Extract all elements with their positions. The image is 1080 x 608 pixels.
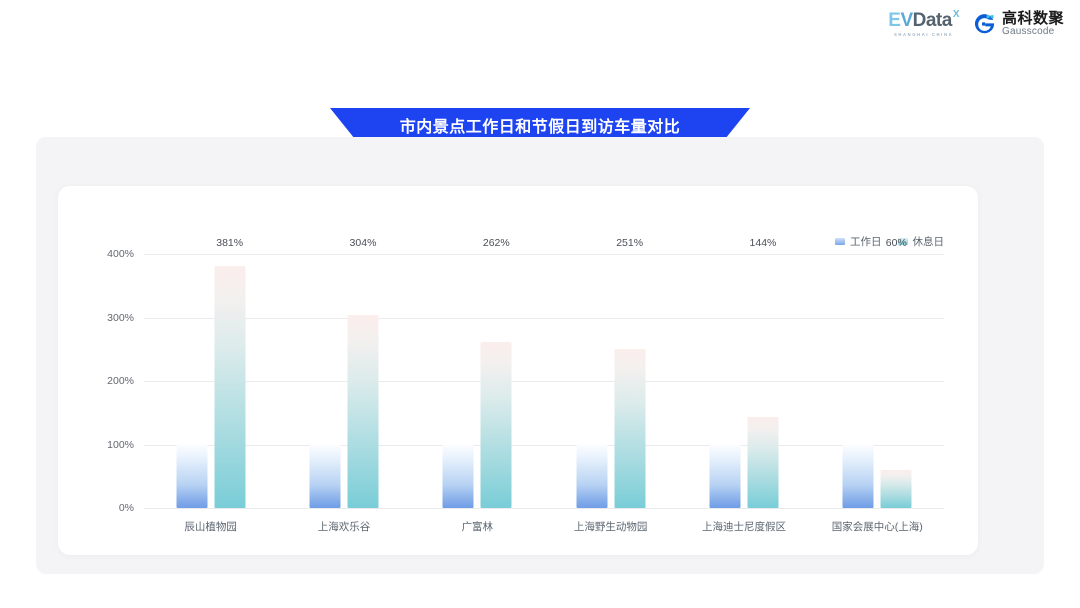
bar-group: 304% 上海欢乐谷 [277, 237, 410, 533]
bar-value-label: 304% [349, 237, 377, 249]
legend-item-1[interactable]: 工作日 [835, 234, 882, 249]
y-axis-tick-label: 300% [107, 311, 134, 324]
legend-swatch-icon [897, 238, 908, 245]
bar-column: 60% [880, 237, 912, 508]
g-circle-icon [973, 13, 996, 36]
gridline: 0% [119, 502, 944, 514]
x-axis-category-label: 上海野生动物园 [573, 521, 648, 533]
legend-swatch-icon [835, 238, 845, 245]
bar-restday[interactable]: 251% [614, 237, 646, 508]
logo-group: E V Data X SHANGHAI CHINA 高科数聚 Gausscode [888, 9, 1064, 38]
bar-weekday[interactable] [442, 444, 474, 508]
bar-weekday[interactable] [709, 444, 741, 508]
bar-pair: 251% [576, 237, 646, 508]
bar-column: 381% [214, 237, 246, 508]
evdata-letter-e: E [888, 10, 901, 32]
bar-column [176, 254, 208, 508]
bar-restday[interactable]: 262% [480, 237, 512, 508]
gridline: 300% [107, 312, 944, 324]
page-header: E V Data X SHANGHAI CHINA 高科数聚 Gausscode [0, 0, 1080, 56]
gridline: 100% [107, 439, 944, 451]
chart-card: 工作日 休息日 0% 100% 200% 300% 400% 381% 辰山植物园 304% 上… [58, 186, 978, 555]
bar-restday[interactable]: 381% [214, 237, 246, 508]
x-axis-category-label: 上海欢乐谷 [317, 521, 371, 533]
chart-title-banner: 市内景点工作日和节假日到访车量对比 [330, 108, 750, 142]
bar-groups: 381% 辰山植物园 304% 上海欢乐谷 262% 广富林 251% 上海野生动物园 144%… [144, 237, 944, 533]
evdata-subtitle: SHANGHAI CHINA [894, 32, 954, 38]
bar-weekday[interactable] [176, 444, 208, 508]
y-axis-tick-label: 400% [107, 248, 134, 260]
bar-pair: 60% [842, 237, 912, 508]
bar-pair: 144% [709, 237, 779, 508]
bar-value-label: 251% [616, 237, 644, 249]
bar-column: 144% [747, 237, 779, 508]
bar-group: 262% 广富林 [411, 237, 544, 533]
bar-weekday[interactable] [576, 444, 608, 508]
bar-column [309, 254, 341, 508]
bar-value-label: 60% [885, 237, 907, 249]
bar-restday[interactable]: 144% [747, 237, 779, 508]
bar-column: 262% [480, 237, 512, 508]
bar-column [576, 254, 608, 508]
bar-group: 381% 辰山植物园 [144, 237, 277, 533]
bar-weekday[interactable] [309, 444, 341, 508]
bar-column [709, 254, 741, 508]
evdata-letter-rest: Data [912, 10, 953, 32]
x-axis-category-label: 上海迪士尼度假区 [701, 521, 786, 533]
evdata-letter-v: V [900, 10, 913, 32]
evdata-superscript-x: X [952, 9, 960, 21]
legend-label: 工作日 [850, 236, 882, 248]
chart-legend: 工作日 休息日 [835, 234, 944, 249]
gausscode-logo: 高科数聚 Gausscode [973, 11, 1064, 37]
gausscode-wordmark: 高科数聚 Gausscode [1002, 11, 1064, 37]
bar-value-label: 144% [749, 237, 777, 249]
chart-plot-area: 0% 100% 200% 300% 400% 381% 辰山植物园 304% 上海欢乐谷 262… [107, 237, 944, 533]
bar-pair: 304% [309, 237, 379, 508]
x-axis-category-label: 广富林 [461, 521, 494, 533]
bar-restday[interactable]: 304% [347, 237, 379, 508]
bar-group: 251% 上海野生动物园 [544, 237, 677, 533]
y-axis-tick-label: 0% [118, 502, 134, 514]
legend-label: 休息日 [912, 236, 945, 248]
bar-group: 60% 国家会展中心(上海) [811, 237, 944, 533]
gausscode-name-en: Gausscode [1001, 25, 1055, 37]
legend-item-2[interactable]: 休息日 [897, 234, 945, 249]
x-axis-category-label: 国家会展中心(上海) [831, 521, 923, 533]
bar-weekday[interactable] [842, 444, 874, 508]
bar-column [442, 254, 474, 508]
page-title: 市内景点工作日和节假日到访车量对比 [399, 119, 681, 136]
gridline: 400% [107, 248, 944, 260]
y-axis-tick-label: 200% [107, 375, 134, 387]
gridline: 200% [107, 375, 944, 387]
bar-column: 251% [614, 237, 646, 508]
evdata-wordmark: E V Data X [888, 9, 960, 32]
x-axis-category-label: 辰山植物园 [184, 521, 237, 533]
bar-column: 304% [347, 237, 379, 508]
bar-pair: 381% [176, 237, 246, 508]
y-axis-tick-label: 100% [107, 438, 134, 451]
gausscode-name-cn: 高科数聚 [1001, 10, 1064, 27]
bar-restday[interactable]: 60% [880, 237, 912, 508]
evdata-logo: E V Data X SHANGHAI CHINA [888, 9, 960, 38]
bar-pair: 262% [442, 237, 512, 508]
bar-value-label: 262% [482, 237, 510, 249]
bar-group: 144% 上海迪士尼度假区 [677, 237, 810, 533]
bar-value-label: 381% [216, 237, 244, 249]
bar-column [842, 254, 874, 508]
